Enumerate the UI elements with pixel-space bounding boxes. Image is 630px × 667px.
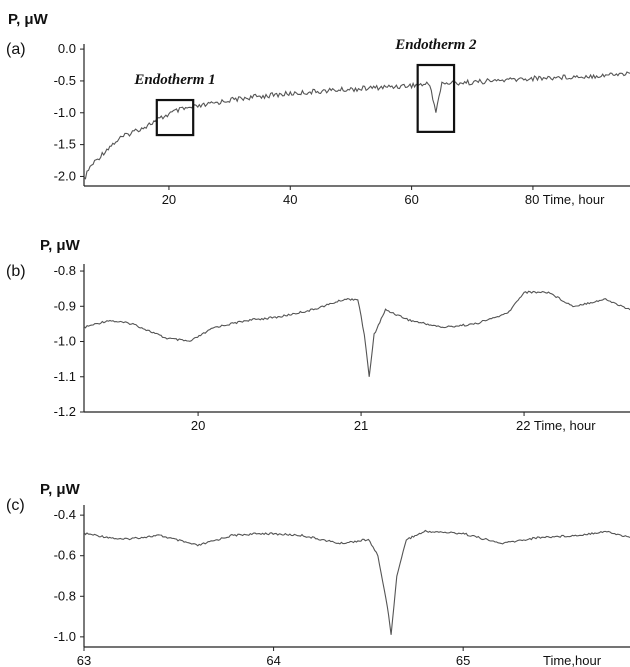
panel-b-xaxis-title: 22 Time, hour [516,418,596,433]
panel-c-ytick-label: -1.0 [54,629,76,644]
panel-a-xtick-label: 40 [283,192,297,207]
panel-c-ytick-label: -0.6 [54,548,76,563]
panel-b: (b) P, μW -0.8 -0.9 -1.0 -1.1 -1.2 20 21 22 Ti… [6,237,630,433]
panel-a-x-ticks: 20 40 60 80 Time, hour [162,186,605,207]
panel-a-ytick-label: -1.0 [54,105,76,120]
panel-b-ytick-label: -0.9 [54,298,76,313]
panel-a-ytick-label: -2.0 [54,168,76,183]
panel-b-ytick-label: -1.1 [54,369,76,384]
panel-b-label: (b) [6,263,26,280]
panel-a-ytick-label: 0.0 [58,41,76,56]
panel-c: (c) P, μW -0.4 -0.6 -0.8 -1.0 63 64 65 Time,ho… [6,481,630,667]
endotherm-1-label: Endotherm 1 [133,72,215,88]
panel-c-ytick-label: -0.4 [54,507,76,522]
endotherm-2-box [416,63,456,133]
panel-a-xtick-label: 60 [404,192,418,207]
panel-b-ytick-label: -0.8 [54,263,76,278]
panel-c-label: (c) [6,497,25,514]
panel-a-ylabel: P, μW [8,11,49,28]
panel-b-y-ticks: -0.8 -0.9 -1.0 -1.1 -1.2 [54,263,84,419]
endotherm-1-box [155,98,195,137]
panel-a-ytick-label: -0.5 [54,73,76,88]
panel-a: (a) P, μW 0.0 -0.5 -1.0 -1.5 -2.0 20 40 60 80 T… [6,11,630,207]
panel-c-y-ticks: -0.4 -0.6 -0.8 -1.0 [54,507,84,644]
panel-c-xaxis-title: Time,hour [543,653,602,667]
panel-c-x-ticks: 63 64 65 Time,hour [77,647,602,667]
panel-a-xtick-label: 20 [162,192,176,207]
panel-b-xtick-label: 21 [354,418,368,433]
panel-a-label: (a) [6,41,26,58]
panel-c-xtick-label: 65 [456,653,470,667]
panel-b-xtick-label: 20 [191,418,205,433]
panel-b-series-line [83,290,630,377]
panel-a-annotations: Endotherm 1 Endotherm 2 [133,37,477,137]
panel-b-ytick-label: -1.0 [54,334,76,349]
panel-a-y-ticks: 0.0 -0.5 -1.0 -1.5 -2.0 [54,41,84,183]
panel-c-ytick-label: -0.8 [54,588,76,603]
panel-b-ytick-label: -1.2 [54,404,76,419]
panel-c-xtick-label: 63 [77,653,91,667]
panel-b-ylabel: P, μW [40,237,81,254]
panel-c-series-line [83,529,630,635]
panel-a-series-line [83,71,630,180]
panel-a-xaxis-title: 80 Time, hour [525,192,605,207]
panel-a-ytick-label: -1.5 [54,137,76,152]
panel-b-x-ticks: 20 21 22 Time, hour [191,412,596,433]
endotherm-2-label: Endotherm 2 [394,37,477,53]
panel-c-ylabel: P, μW [40,481,81,498]
panel-c-xtick-label: 64 [266,653,280,667]
